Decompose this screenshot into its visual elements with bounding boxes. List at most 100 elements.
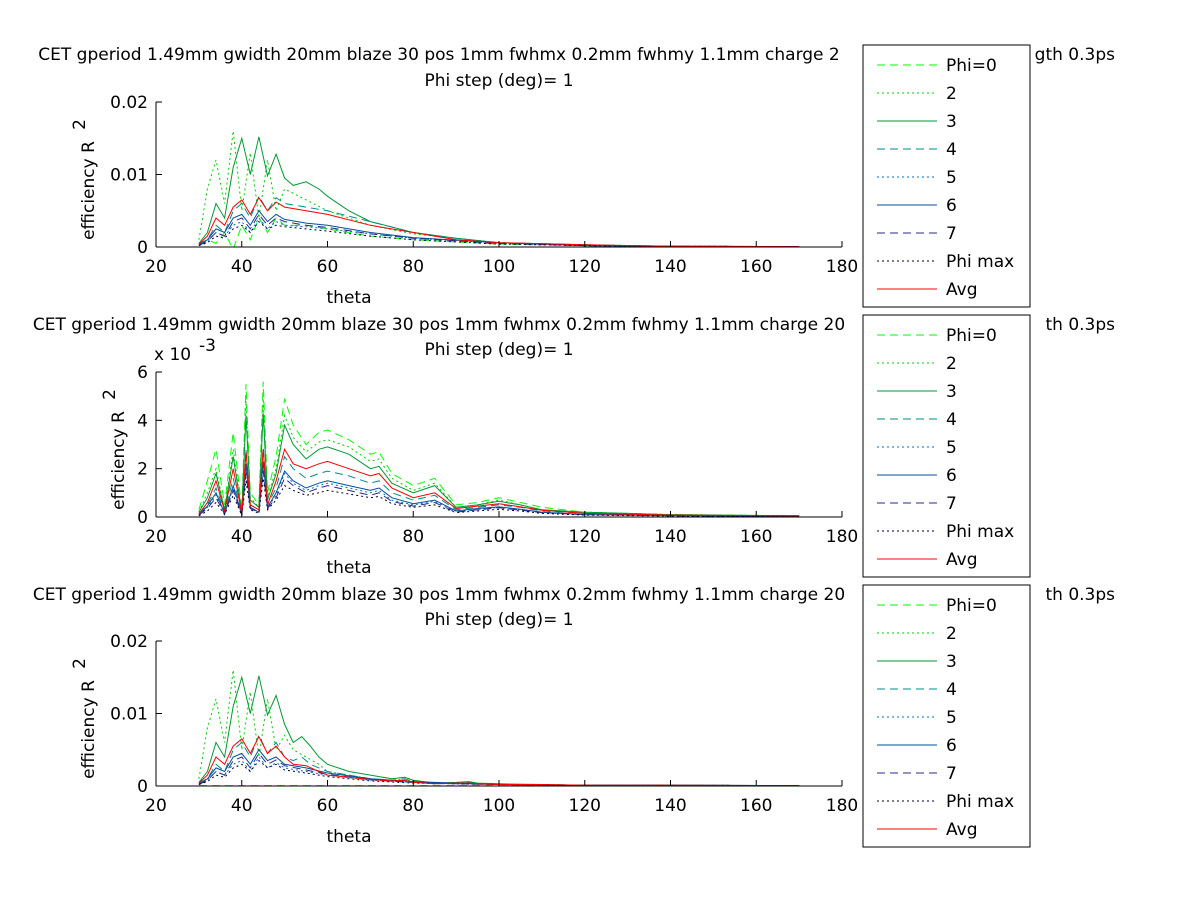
- series-line-2: [198, 669, 800, 786]
- y-exponent-sup: -3: [199, 336, 216, 356]
- y-tick-label: 6: [137, 363, 148, 383]
- chart-panel-3: CET gperiod 1.49mm gwidth 20mm blaze 30 …: [33, 584, 1115, 848]
- series-line-9: [198, 735, 800, 786]
- x-tick-label: 140: [654, 527, 686, 547]
- legend-entry-label: 5: [946, 168, 957, 188]
- x-tick-label: 40: [231, 796, 253, 816]
- legend-entry-label: 3: [946, 652, 957, 672]
- x-tick-label: 160: [740, 796, 772, 816]
- x-tick-label: 60: [317, 527, 339, 547]
- legend-entry-label: Avg: [946, 280, 978, 300]
- x-tick-label: 140: [654, 796, 686, 816]
- legend-entry-label: Phi max: [946, 522, 1014, 542]
- y-tick-label: 0: [137, 777, 148, 797]
- y-axis-label: efficiency R: [79, 680, 99, 779]
- legend-entry-label: 2: [946, 354, 957, 374]
- y-tick-label: 4: [137, 411, 148, 431]
- x-tick-label: 180: [826, 527, 858, 547]
- y-axis-label-sup: 2: [70, 658, 90, 669]
- x-tick-label: 60: [317, 796, 339, 816]
- x-tick-label: 120: [569, 527, 601, 547]
- x-tick-label: 140: [654, 257, 686, 277]
- legend-entry-label: 6: [946, 466, 957, 486]
- x-tick-label: 80: [402, 796, 424, 816]
- y-tick-label: 0.02: [110, 93, 148, 113]
- series-line-1: [198, 381, 800, 517]
- legend-entry-label: Phi max: [946, 792, 1014, 812]
- legend-entry-label: Phi=0: [946, 56, 997, 76]
- x-axis-label: theta: [327, 558, 372, 578]
- series-group: [198, 381, 800, 517]
- legend-box: [862, 584, 1031, 848]
- y-tick-label: 0: [137, 238, 148, 258]
- y-axis-label: efficiency R: [79, 141, 99, 240]
- chart-title-line1-tail: gth 0.3ps: [1035, 45, 1115, 65]
- y-tick-label: 2: [137, 460, 148, 480]
- x-tick-label: 100: [483, 796, 515, 816]
- legend-entry-label: 7: [946, 494, 957, 514]
- y-axis-label-sup: 2: [100, 389, 120, 400]
- x-tick-label: 180: [826, 257, 858, 277]
- series-line-8: [198, 759, 800, 786]
- legend-entry-label: 2: [946, 84, 957, 104]
- legend-entry-label: Phi max: [946, 252, 1014, 272]
- legend-entry-label: 3: [946, 382, 957, 402]
- series-group: [198, 669, 800, 786]
- x-tick-label: 80: [402, 527, 424, 547]
- chart-panel-1: CET gperiod 1.49mm gwidth 20mm blaze 30 …: [38, 44, 1115, 308]
- x-tick-label: 80: [402, 257, 424, 277]
- series-group: [198, 130, 800, 247]
- y-axis-label-sup: 2: [70, 119, 90, 130]
- series-line-3: [198, 136, 800, 247]
- chart-title-line2: Phi step (deg)= 1: [424, 71, 573, 91]
- legend-entry-label: 2: [946, 624, 957, 644]
- chart-title-line1: CET gperiod 1.49mm gwidth 20mm blaze 30 …: [38, 45, 839, 65]
- y-tick-label: 0.01: [110, 166, 148, 186]
- legend-entry-label: 5: [946, 438, 957, 458]
- x-tick-label: 20: [145, 796, 167, 816]
- chart-title-line2: Phi step (deg)= 1: [424, 340, 573, 360]
- series-line-4: [198, 195, 800, 247]
- legend-box: [862, 44, 1031, 308]
- chart-title-line2: Phi step (deg)= 1: [424, 610, 573, 630]
- y-axis-label: efficiency R: [109, 411, 129, 510]
- x-tick-label: 120: [569, 257, 601, 277]
- series-line-2: [198, 398, 800, 517]
- chart-title-line1-tail: th 0.3ps: [1045, 315, 1115, 335]
- legend-entry-label: Avg: [946, 820, 978, 840]
- x-axis-label: theta: [327, 827, 372, 847]
- legend-entry-label: 4: [946, 410, 957, 430]
- x-tick-label: 40: [231, 527, 253, 547]
- y-tick-label: 0: [137, 508, 148, 528]
- x-tick-label: 20: [145, 257, 167, 277]
- series-line-8: [198, 478, 800, 517]
- legend: Phi=0 2 3 4 5 6 7 Phi max Avg: [862, 584, 1031, 848]
- legend-entry-label: Avg: [946, 550, 978, 570]
- y-axis-label-group: efficiency R 2: [70, 658, 99, 779]
- legend-entry-label: 6: [946, 196, 957, 216]
- y-tick-label: 0.02: [110, 632, 148, 652]
- legend-entry-label: Phi=0: [946, 596, 997, 616]
- chart-title-line1-tail: th 0.3ps: [1045, 585, 1115, 605]
- series-line-3: [198, 413, 800, 517]
- y-exponent-label: x 10: [154, 345, 191, 365]
- chart-panel-2: CET gperiod 1.49mm gwidth 20mm blaze 30 …: [33, 314, 1115, 578]
- series-line-2: [198, 130, 800, 247]
- chart-title-line1: CET gperiod 1.49mm gwidth 20mm blaze 30 …: [33, 315, 845, 335]
- x-axis-label: theta: [327, 288, 372, 308]
- legend-entry-label: Phi=0: [946, 326, 997, 346]
- x-tick-label: 60: [317, 257, 339, 277]
- x-tick-label: 160: [740, 257, 772, 277]
- legend-entry-label: 7: [946, 764, 957, 784]
- legend-box: [862, 314, 1031, 578]
- x-tick-label: 20: [145, 527, 167, 547]
- legend-entry-label: 4: [946, 140, 957, 160]
- series-line-3: [198, 675, 800, 786]
- legend-entry-label: 6: [946, 736, 957, 756]
- x-tick-label: 40: [231, 257, 253, 277]
- legend-entry-label: 3: [946, 112, 957, 132]
- x-tick-label: 100: [483, 257, 515, 277]
- x-tick-label: 160: [740, 527, 772, 547]
- legend: Phi=0 2 3 4 5 6 7 Phi max Avg: [862, 44, 1031, 308]
